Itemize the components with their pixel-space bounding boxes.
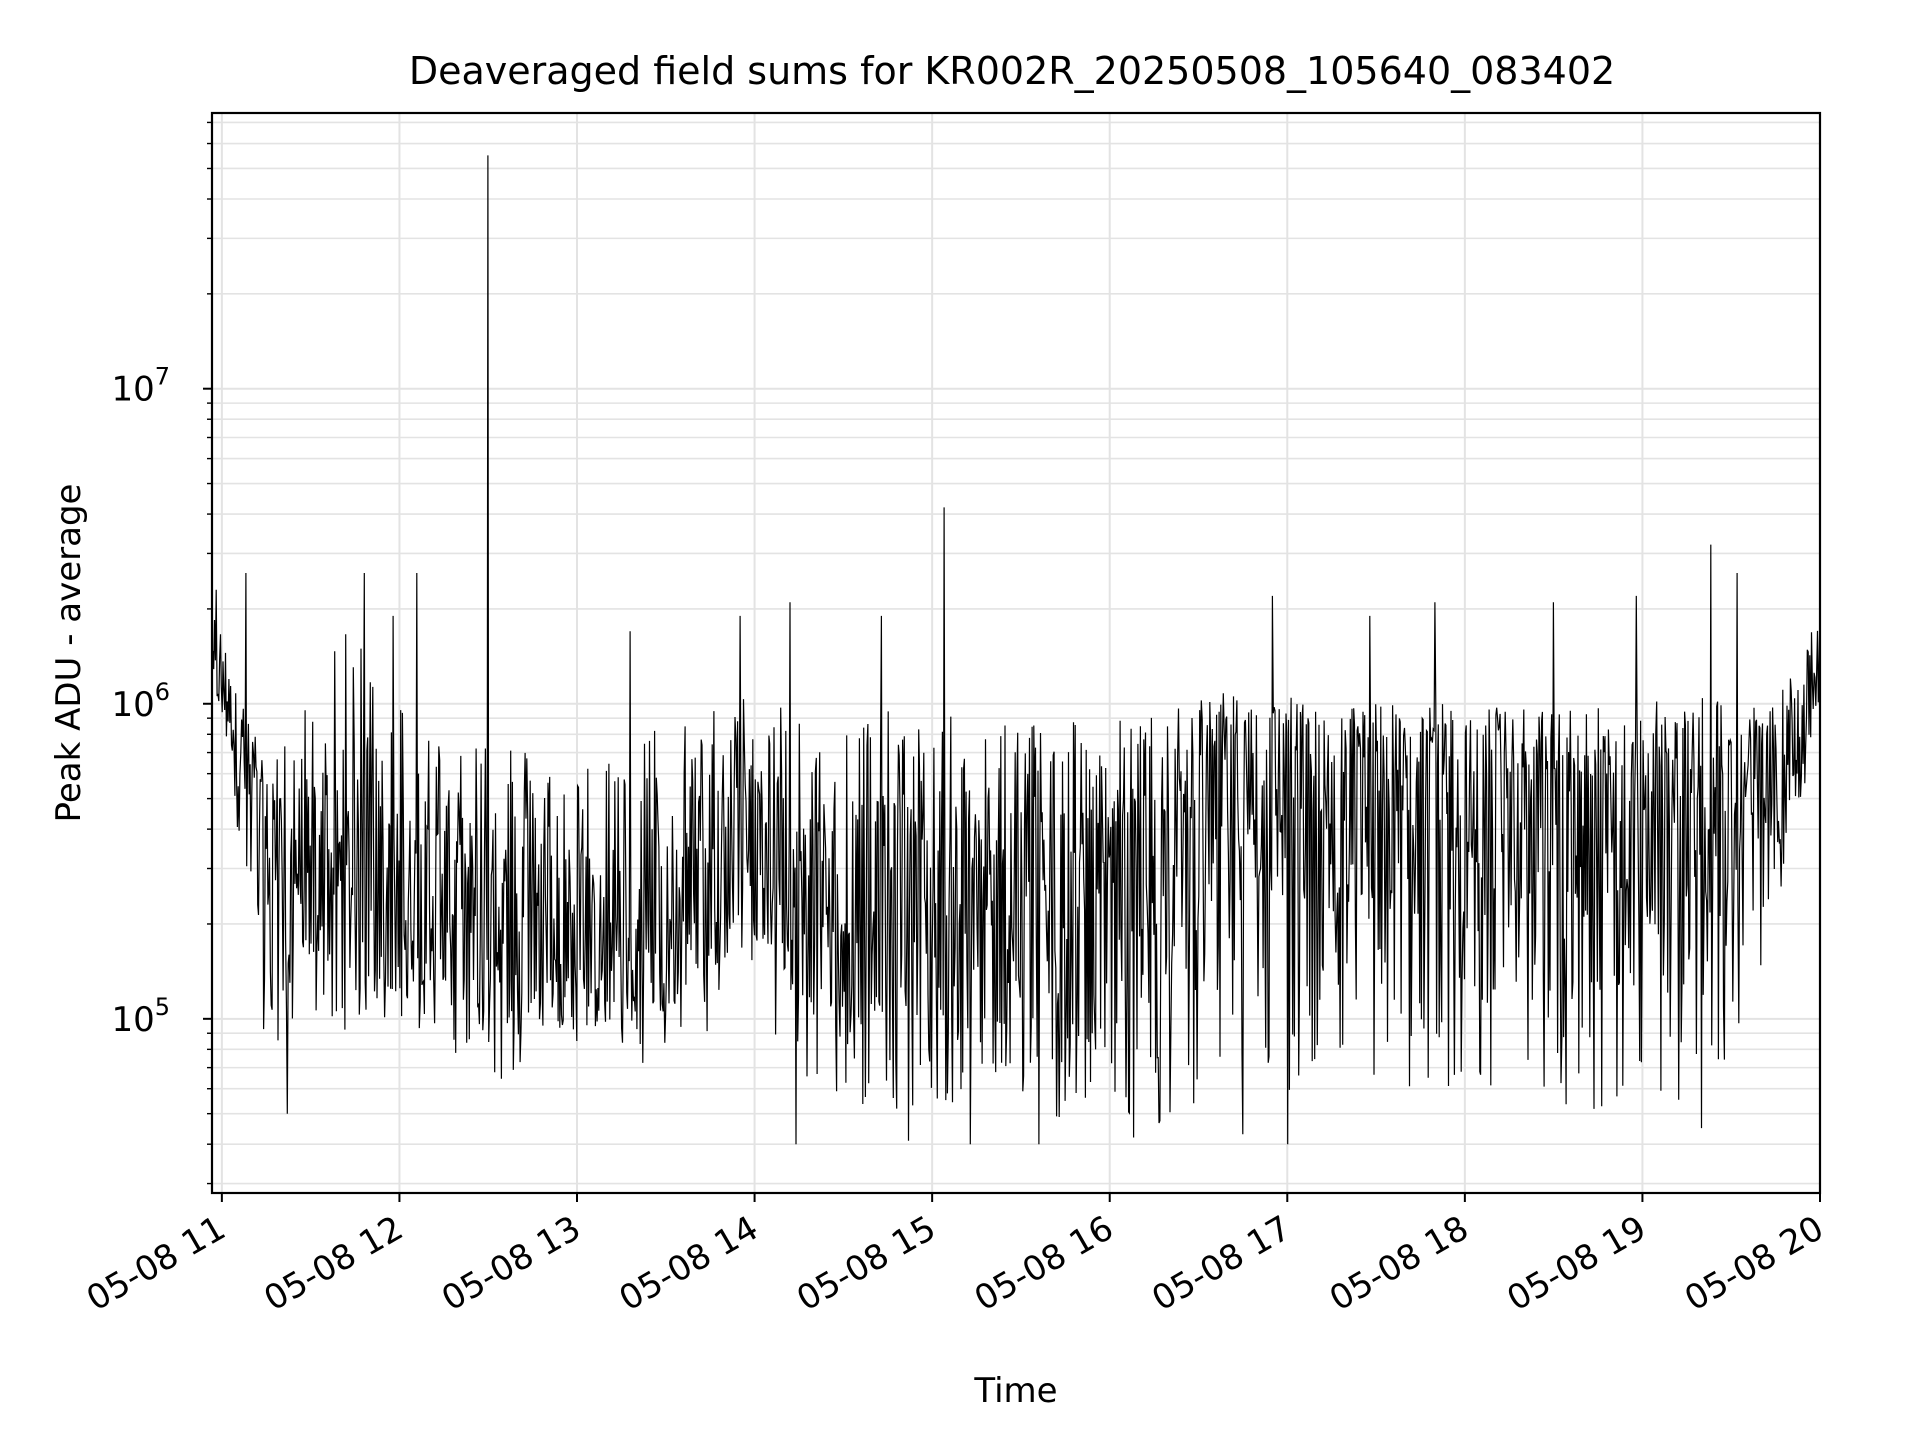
series-line bbox=[211, 155, 1821, 1145]
y-axis-label: Peak ADU - average bbox=[49, 484, 89, 823]
series-line-group bbox=[211, 155, 1821, 1145]
x-axis-label: Time bbox=[973, 1371, 1057, 1411]
y-tick-label: 107 bbox=[111, 363, 170, 410]
plot-frame bbox=[210, 111, 1822, 1195]
y-tick-label: 106 bbox=[111, 678, 170, 725]
chart-title: Deaveraged field sums for KR002R_2025050… bbox=[409, 49, 1615, 93]
y-axis: 105 106 107 bbox=[111, 121, 212, 1185]
y-tick-label: 105 bbox=[111, 993, 170, 1040]
